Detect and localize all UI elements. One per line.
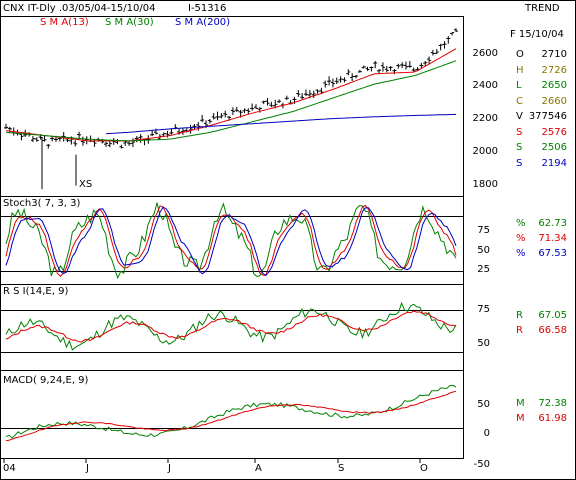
stoch-tick-50: 50 [477,245,490,256]
stoch-key: % [516,218,526,229]
ohlc-value: 377546 [528,111,567,122]
ohlc-value: 2576 [541,126,567,138]
macd-signal-line [5,390,457,442]
x-label-sep: S [338,463,345,474]
stoch-tick-75: 75 [477,225,490,236]
chart-mode-label: TREND [525,3,560,14]
stoch-slow-line [5,206,457,277]
last-date: F 15/10/04 [510,29,564,40]
price-layer [4,28,458,190]
macd-tick-50: 50 [477,399,490,410]
macd-title: MACD( 9,24,E, 9) [3,375,89,386]
sma-line-2 [5,60,457,142]
ohlc-key: S [516,157,523,169]
macd-value: 72.38 [538,398,567,409]
stoch-tick-25: 25 [477,264,490,275]
price-tick-2400: 2400 [472,80,498,91]
macd-tick-0: 0 [483,428,490,439]
rsi-tick-50: 50 [477,338,490,349]
stoch-key: % [516,248,526,259]
stoch-layer [5,202,457,280]
sma13-legend: S M A(13) [40,17,89,28]
ohlc-key: L [516,80,522,91]
sma-line-3 [105,113,457,135]
rsi-signal-line [5,310,457,343]
ohlc-value: 2726 [541,64,567,76]
chart-id: I-51316 [188,3,227,14]
ohlc-value: 2660 [541,95,567,107]
ohlc-key: H [516,64,524,76]
stoch-value: 62.73 [538,218,567,229]
macd-key: M [516,413,525,424]
x-label-04: 04 [3,463,16,474]
rsi-title: R S I(14,E, 9) [3,286,69,297]
stoch-title: Stoch3( 7, 3, 3) [3,198,81,209]
price-tick-2600: 2600 [472,48,498,59]
rsi-layer [5,301,457,351]
ohlc-key: V [516,111,523,122]
ohlc-value: 2194 [541,157,567,169]
rsi-line [5,301,457,351]
ohlc-value: 2650 [541,80,567,91]
stoch-value: 67.53 [538,248,567,259]
ohlc-value: 2710 [541,49,567,60]
x-label-oct: O [420,463,428,474]
x-label-jul: J [168,463,171,474]
rsi-key: R [516,325,523,336]
x-tick-layer [3,458,421,463]
price-tick-2200: 2200 [472,113,498,124]
x-label-jun: J [86,463,89,474]
stoch-k-line [5,202,457,280]
ohlc-value: 2506 [541,142,567,153]
rsi-key: R [516,310,523,321]
stoch-key: % [516,233,526,244]
macd-key: M [516,398,525,409]
macd-tick-neg50: -50 [473,459,490,470]
chart-title: CNX IT-Dly .03/05/04-15/10/04 [3,3,156,14]
macd-panel-border [0,370,464,459]
rsi-value: 66.58 [538,325,567,336]
ohlc-key: C [516,95,523,107]
xs-marker: XS [79,179,93,190]
ohlc-key: O [516,49,524,60]
sma-line-1 [5,48,457,142]
sma200-legend: S M A(200) [175,17,231,28]
ohlc-key: S [516,126,523,138]
x-label-aug: A [255,463,262,474]
ohlc-key: S [516,142,523,153]
price-tick-1800: 1800 [472,179,498,190]
stoch-value: 71.34 [538,233,567,244]
price-tick-2000: 2000 [472,146,498,157]
macd-value: 61.98 [538,413,567,424]
rsi-tick-75: 75 [477,304,490,315]
macd-layer [5,384,457,442]
rsi-value: 67.05 [538,310,567,321]
sma30-legend: S M A(30) [105,17,154,28]
